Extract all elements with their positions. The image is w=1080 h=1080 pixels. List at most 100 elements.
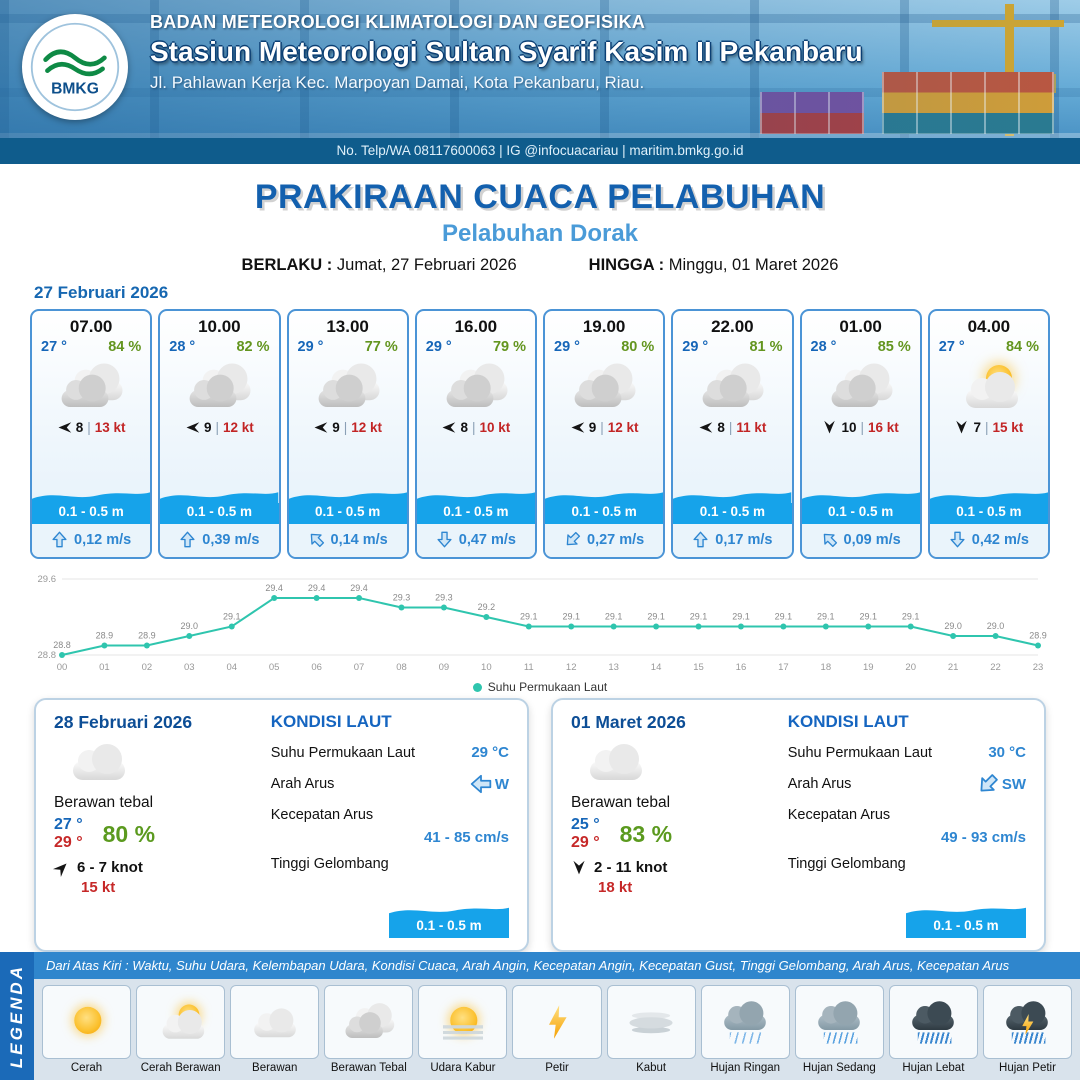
wind-speed: 8 (75, 420, 84, 435)
thunderstorm-icon (996, 1000, 1058, 1045)
svg-text:12: 12 (566, 662, 577, 673)
current-direction-label: Arah Arus (270, 776, 335, 792)
legend-icon-box (982, 985, 1073, 1059)
temp-humidity-row: 29 ° 77 % (289, 337, 407, 357)
current-speed: 0,27 m/s (587, 531, 645, 548)
legend-item: Hujan Lebat (888, 985, 978, 1074)
moderate-rain-icon (808, 1000, 870, 1045)
forecast-card: 19.00 29 ° 80 % 9 | 12 kt 0.1 - 0.5 m 0,… (543, 309, 666, 559)
wind-speed: 9 (588, 420, 597, 435)
current-direction-icon (304, 527, 328, 551)
hazy-sun-icon (432, 1000, 494, 1045)
chart-legend: Suhu Permukaan Laut (28, 680, 1052, 694)
weather-icon (822, 357, 900, 417)
air-temperature: 29 ° (554, 339, 580, 355)
cloud-icon (244, 1000, 306, 1045)
wave-height: 0.1 - 0.5 m (929, 503, 1048, 524)
berlaku-label: BERLAKU : (241, 256, 333, 274)
wave-height: 0.1 - 0.5 m (801, 503, 920, 524)
temp-humidity-row: 29 ° 80 % (545, 337, 663, 357)
sst-chart-section: 28.8 29.6 28.8 00 28.9 01 28.9 02 29.0 03 29.1 04 29… (0, 559, 1080, 694)
weather-condition: Berawan tebal (54, 794, 154, 811)
current-speed: 0,12 m/s (74, 531, 132, 548)
legend-icon-box (230, 985, 320, 1059)
wave-height-band: 0.1 - 0.5 m (160, 488, 279, 524)
svg-text:29.1: 29.1 (223, 612, 241, 622)
svg-text:00: 00 (57, 662, 68, 673)
svg-text:29.1: 29.1 (647, 612, 665, 622)
wave-shape (545, 492, 664, 503)
temp-humidity-row: 27 ° 84 % (32, 337, 150, 357)
current-direction-icon (436, 531, 453, 548)
legend-icon-box (324, 985, 414, 1059)
legend-item: Cerah Berawan (136, 985, 226, 1074)
heavy-rain-icon (902, 1000, 964, 1045)
wind-direction-icon (954, 420, 969, 435)
wave-height-band: 0.1 - 0.5 m (545, 488, 664, 524)
current-speed: 41 - 85 cm/s (423, 829, 509, 846)
title-section: PRAKIRAAN CUACA PELABUHAN Pelabuhan Dora… (0, 178, 1080, 275)
daily-date: 28 Februari 2026 (54, 712, 193, 732)
wind-gust: 18 kt (598, 879, 633, 896)
port-name: Pelabuhan Dorak (441, 220, 639, 247)
svg-text:29.0: 29.0 (181, 621, 199, 631)
svg-text:15: 15 (693, 662, 704, 673)
wave-height-band: 0.1 - 0.5 m (929, 488, 1048, 524)
wave-height-label: Tinggi Gelombang (270, 856, 389, 872)
sst-label: Suhu Permukaan Laut (787, 744, 933, 761)
legend-section: LEGENDA Dari Atas Kiri : Waktu, Suhu Uda… (0, 952, 1080, 1080)
legend-title: LEGENDA (7, 963, 26, 1069)
humidity: 81 % (749, 339, 783, 355)
legend-item: Hujan Petir (982, 985, 1073, 1074)
legend-bar: LEGENDA (0, 952, 34, 1080)
current-direction-row: Arah Arus W (271, 773, 509, 795)
forecast-time: 13.00 (326, 317, 369, 336)
svg-text:05: 05 (269, 662, 280, 673)
temp-humidity-row: 29 ° 81 % (673, 337, 791, 357)
air-temperature: 27 ° (41, 339, 67, 355)
current-direction: SW (1001, 775, 1026, 793)
current-direction-icon (51, 531, 68, 548)
wind-row: 8 | 11 kt (698, 420, 766, 435)
wind-gust: 16 kt (868, 420, 899, 435)
svg-text:29.1: 29.1 (732, 612, 750, 622)
air-temperature: 28 ° (810, 339, 837, 355)
station-address: Jl. Pahlawan Kerja Kec. Marpoyan Damai, … (150, 73, 645, 92)
wave-height-band: 0.1 - 0.5 m (32, 488, 151, 524)
wave-height: 0.1 - 0.5 m (545, 503, 664, 524)
legend-item: Udara Kabur (418, 985, 508, 1074)
current-speed: 0,14 m/s (330, 531, 388, 548)
wind-direction-icon (185, 420, 200, 435)
wind-direction-icon (57, 420, 72, 435)
wave-height-band: 0.1 - 0.5 m (801, 488, 920, 524)
svg-text:28.9: 28.9 (96, 631, 114, 641)
wind-gust: 12 kt (607, 420, 639, 435)
svg-text:29.1: 29.1 (775, 612, 793, 622)
wave-height-label: Tinggi Gelombang (787, 856, 906, 872)
air-temperature: 28 ° (169, 339, 196, 355)
legend-label: Hujan Sedang (802, 1062, 876, 1074)
current-speed: 0,47 m/s (458, 531, 516, 548)
wind-direction-icon (51, 856, 74, 879)
wave-height: 0.1 - 0.5 m (673, 503, 792, 524)
forecast-card: 04.00 27 ° 84 % 7 | 15 kt 0.1 - 0.5 m 0,… (927, 309, 1050, 559)
separator: | (471, 420, 476, 435)
legend-item: Hujan Ringan (700, 985, 790, 1074)
wind-row: 9 | 12 kt (185, 420, 254, 435)
svg-text:23: 23 (1033, 662, 1044, 673)
sun-cloud-icon (950, 359, 1028, 415)
legend-icon-box (42, 985, 132, 1059)
svg-text:19: 19 (863, 662, 874, 673)
svg-text:20: 20 (905, 662, 916, 673)
legend-label: Hujan Ringan (710, 1062, 781, 1074)
legend-item: Petir (512, 985, 602, 1074)
current-direction-value: W (470, 773, 509, 795)
svg-text:01: 01 (99, 662, 110, 673)
wave-height-band: 0.1 - 0.5 m (416, 488, 535, 524)
legend-icon-box (512, 985, 602, 1059)
separator: | (343, 420, 348, 435)
current-direction-icon (972, 768, 1003, 799)
current-direction-label: Arah Arus (787, 776, 852, 792)
current-direction-icon (949, 531, 966, 548)
wave-height: 0.1 - 0.5 m (906, 917, 1026, 938)
